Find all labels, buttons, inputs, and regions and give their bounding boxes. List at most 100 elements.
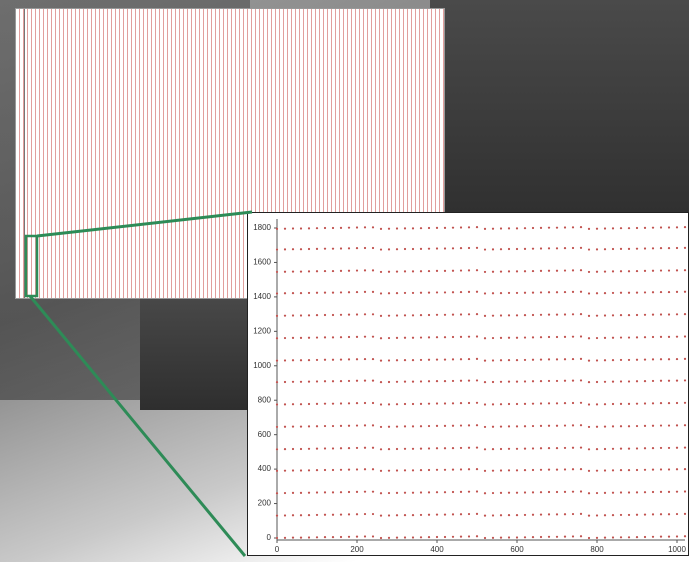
point <box>675 290 679 294</box>
point <box>643 402 647 405</box>
point <box>355 290 359 294</box>
point <box>315 227 319 230</box>
point <box>371 512 375 516</box>
point <box>491 314 495 317</box>
point <box>283 380 287 384</box>
point <box>419 491 423 494</box>
point <box>283 359 287 362</box>
point <box>515 336 519 339</box>
point <box>339 358 343 361</box>
point <box>683 490 687 493</box>
point <box>651 358 655 361</box>
point <box>475 424 479 427</box>
point <box>603 270 607 273</box>
point <box>675 246 679 250</box>
point <box>347 358 351 361</box>
point <box>347 447 351 450</box>
point <box>643 535 647 539</box>
point <box>547 402 551 405</box>
point <box>363 468 367 471</box>
point <box>291 425 295 428</box>
point <box>619 447 623 450</box>
point <box>451 447 455 450</box>
point <box>523 336 527 339</box>
point <box>411 227 415 230</box>
point <box>283 270 287 273</box>
point <box>435 247 439 250</box>
point <box>379 448 383 451</box>
point <box>603 469 607 472</box>
point <box>499 336 503 339</box>
point <box>315 447 319 450</box>
point <box>515 314 519 317</box>
point <box>579 535 583 538</box>
point <box>523 425 527 428</box>
point <box>403 314 407 317</box>
point <box>651 447 655 450</box>
point <box>347 226 351 229</box>
point <box>595 336 599 340</box>
point <box>419 447 423 450</box>
point <box>387 336 391 340</box>
point <box>307 336 311 339</box>
point <box>483 381 487 384</box>
point <box>499 447 503 451</box>
point <box>371 335 375 338</box>
point <box>579 468 583 471</box>
point <box>499 491 503 494</box>
point <box>403 536 407 539</box>
point <box>339 447 343 450</box>
point <box>603 403 607 406</box>
point <box>587 359 591 362</box>
point <box>355 226 359 229</box>
point <box>475 379 479 382</box>
point <box>659 335 663 338</box>
point <box>515 402 519 406</box>
point <box>603 447 607 451</box>
point <box>395 380 399 383</box>
point <box>619 291 623 294</box>
point <box>507 336 511 339</box>
point <box>491 514 495 517</box>
point <box>291 292 295 295</box>
point <box>563 290 567 294</box>
point <box>683 226 687 229</box>
point <box>379 425 383 429</box>
point <box>619 491 623 494</box>
point <box>499 248 503 251</box>
point <box>531 247 535 250</box>
point <box>627 513 631 517</box>
point <box>395 270 399 273</box>
point <box>411 247 415 251</box>
point <box>275 292 279 295</box>
point <box>579 401 583 404</box>
point <box>307 270 311 273</box>
point <box>483 359 487 362</box>
point <box>499 314 503 317</box>
point <box>539 380 543 383</box>
point <box>307 227 311 230</box>
point <box>555 247 559 250</box>
point <box>539 447 543 450</box>
point <box>539 291 543 294</box>
point <box>475 313 479 316</box>
point <box>531 291 535 294</box>
point <box>403 402 407 406</box>
point <box>355 379 359 382</box>
point <box>355 402 359 405</box>
point <box>331 468 335 472</box>
point <box>379 248 383 251</box>
point <box>579 512 583 515</box>
point <box>651 247 655 250</box>
point <box>315 270 319 273</box>
point <box>291 380 295 383</box>
point <box>315 402 319 405</box>
point <box>283 514 287 517</box>
point <box>483 227 487 230</box>
point <box>339 247 343 250</box>
point <box>355 313 359 316</box>
point <box>363 512 367 516</box>
point <box>467 313 471 316</box>
point <box>611 314 615 317</box>
point <box>571 379 575 382</box>
